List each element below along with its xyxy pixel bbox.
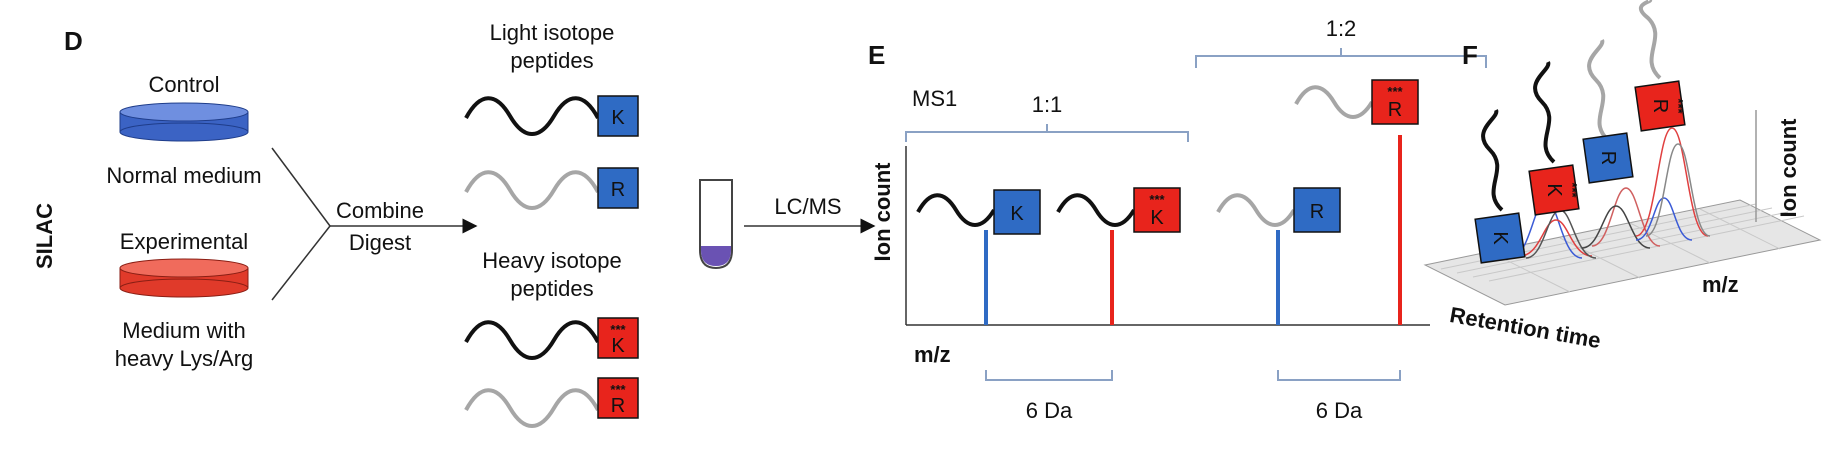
three-d-k-heavy: K *** (1528, 61, 1580, 216)
three-d-mz-label: m/z (1702, 272, 1739, 297)
ms-light-r: R (1216, 187, 1341, 233)
heavy-mark: *** (610, 322, 626, 337)
r-heavy-box (1634, 80, 1686, 132)
three-d-k-light: K (1474, 109, 1526, 264)
k-heavy-box (1528, 164, 1580, 216)
heavy-peptide-k: *** K (464, 317, 639, 360)
ms-heavy-r: *** R (1294, 79, 1419, 125)
ms-peaks (984, 135, 1402, 325)
light-title-line1: Light isotope (490, 20, 615, 45)
experimental-medium-line2: heavy Lys/Arg (115, 346, 254, 371)
heavy-mark: *** (1149, 192, 1165, 207)
ratio-k: 1:1 (1032, 92, 1063, 117)
three-d-y-axis-label: Ion count (1776, 118, 1801, 218)
r-label: R (611, 179, 625, 201)
ratio-bracket-k (905, 124, 1189, 142)
heavy-mark: *** (610, 382, 626, 397)
k-light-box (1474, 212, 1526, 264)
combine-label: Combine (336, 198, 424, 223)
lcms-label: LC/MS (774, 194, 841, 219)
k-heavy-box (1133, 187, 1181, 233)
experimental-dish-icon (119, 258, 249, 298)
panel-label-f: F (1462, 40, 1478, 70)
r-label: R (1597, 151, 1619, 165)
control-medium: Normal medium (106, 163, 261, 188)
grey-peptide-chain (1587, 39, 1610, 142)
light-title-line2: peptides (510, 48, 593, 73)
black-peptide-chain (464, 320, 600, 360)
r-label: R (1310, 201, 1324, 223)
ms-light-k: K (916, 189, 1041, 235)
k-label: K (611, 107, 625, 129)
ratio-r: 1:2 (1326, 16, 1357, 41)
combine-lines (271, 147, 478, 301)
black-peptide-chain (1533, 61, 1556, 164)
black-peptide-chain (1056, 193, 1136, 227)
silac-side-label: SILAC (32, 203, 57, 269)
k-label: K (1150, 207, 1164, 229)
r-light-box (1293, 187, 1341, 233)
k-light-box (597, 95, 639, 137)
heavy-title-line1: Heavy isotope (482, 248, 621, 273)
grey-peptide-chain (464, 388, 600, 428)
ms-y-axis-label: Ion count (870, 162, 895, 262)
sample-tube-icon (699, 179, 733, 270)
mass-shift-r: 6 Da (1316, 398, 1363, 423)
r-label: R (611, 395, 625, 417)
k-label: K (611, 335, 625, 357)
mass-shift-bracket-k (985, 370, 1113, 381)
heavy-mark: *** (1671, 98, 1686, 114)
k-label: K (1543, 183, 1565, 197)
k-light-box (993, 189, 1041, 235)
black-peptide-chain (1481, 109, 1504, 212)
k-heavy-box (597, 317, 639, 359)
black-peptide-chain (916, 193, 996, 227)
digest-label: Digest (349, 230, 411, 255)
r-heavy-box (597, 377, 639, 419)
grey-peptide-chain (1216, 193, 1296, 227)
heavy-mark: *** (1387, 84, 1403, 99)
three-d-time-label: Retention time (1448, 302, 1603, 353)
three-d-r-heavy: R *** (1634, 0, 1686, 132)
control-dish-icon (119, 102, 249, 142)
panel-label-d: D (64, 26, 83, 56)
k-label: K (1010, 203, 1024, 225)
grey-peptide-chain (464, 170, 600, 210)
ms-x-axis-label: m/z (914, 342, 951, 367)
r-label: R (1649, 99, 1671, 113)
ms-heavy-k: *** K (1056, 187, 1181, 233)
experimental-title: Experimental (120, 229, 248, 254)
heavy-mark: *** (1565, 182, 1580, 198)
ms1-label: MS1 (912, 86, 957, 111)
grey-peptide-chain (1294, 85, 1374, 119)
r-light-box (1582, 132, 1634, 184)
black-peptide-chain (464, 96, 600, 136)
mass-shift-k: 6 Da (1026, 398, 1073, 423)
heavy-peptide-r: *** R (464, 377, 639, 428)
three-d-r-light: R (1582, 39, 1634, 184)
r-label: R (1388, 99, 1402, 121)
panel-label-e: E (868, 40, 885, 70)
experimental-medium-line1: Medium with (122, 318, 245, 343)
light-peptide-r: R (464, 167, 639, 210)
light-peptide-k: K (464, 95, 639, 137)
mass-shift-bracket-r (1277, 370, 1401, 381)
r-light-box (597, 167, 639, 209)
ratio-bracket-r (1195, 48, 1487, 68)
r-heavy-box (1371, 79, 1419, 125)
grey-peptide-chain (1639, 0, 1662, 80)
k-label: K (1489, 231, 1511, 245)
control-title: Control (149, 72, 220, 97)
heavy-title-line2: peptides (510, 276, 593, 301)
